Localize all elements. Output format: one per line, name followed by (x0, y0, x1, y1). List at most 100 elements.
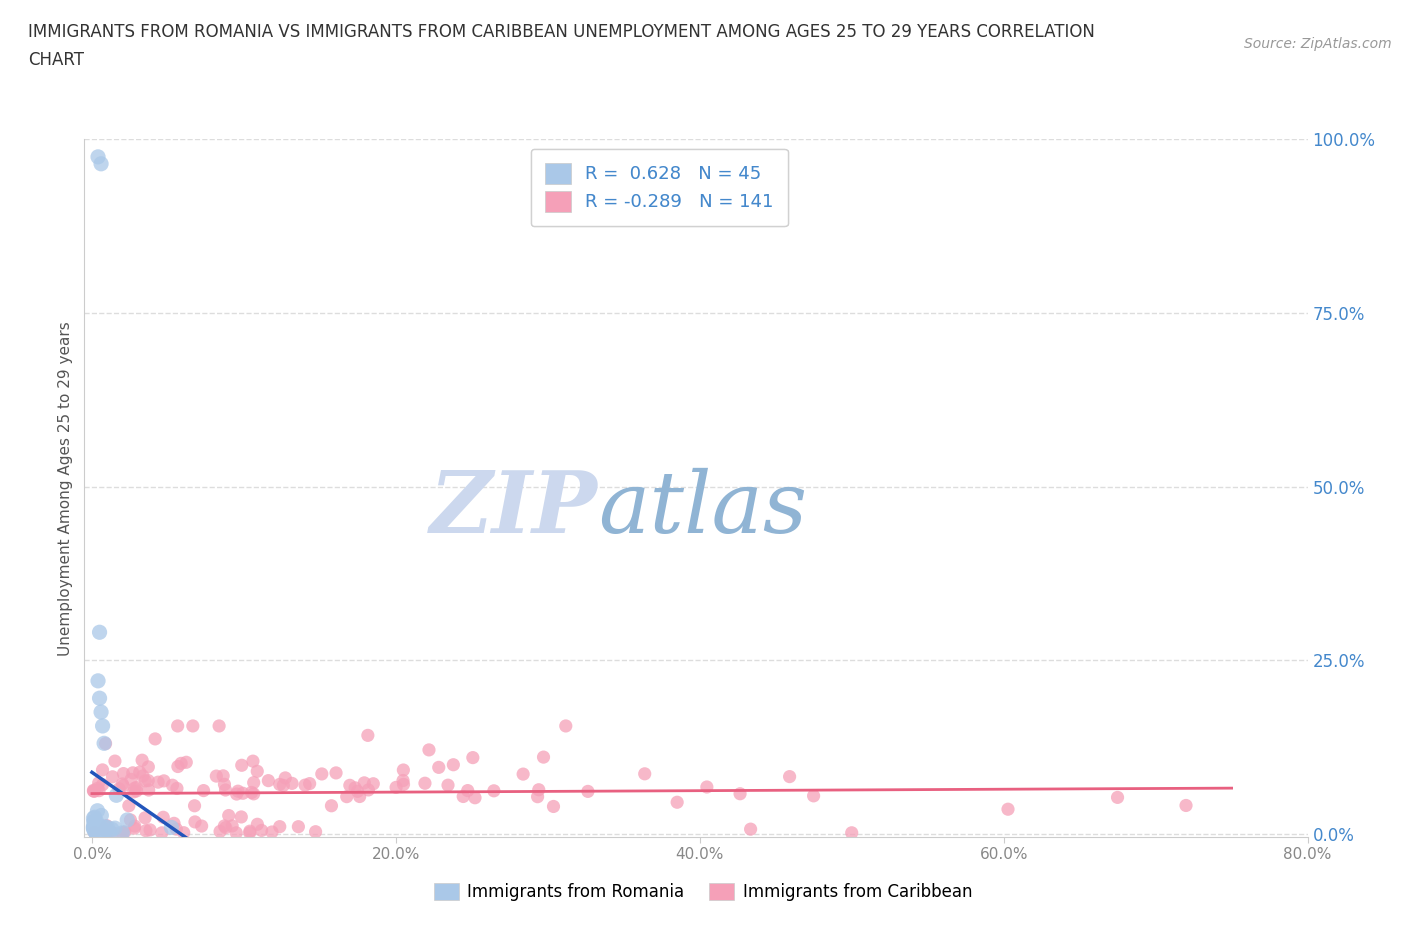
Text: Source: ZipAtlas.com: Source: ZipAtlas.com (1244, 37, 1392, 51)
Point (209, 824, 232, 839)
Point (163, 816, 186, 830)
Point (87, 783, 110, 798)
Point (174, 755, 197, 770)
Point (101, 822, 124, 837)
Point (339, 777, 361, 792)
Point (427, 760, 450, 775)
Point (84, 826, 107, 841)
Point (418, 742, 440, 757)
Point (441, 757, 464, 772)
Point (94, 737, 117, 751)
Point (257, 773, 280, 788)
Point (83, 810, 105, 825)
Point (225, 826, 247, 841)
Point (152, 810, 174, 825)
Point (87, 826, 110, 841)
Point (87, 673, 110, 688)
Point (294, 777, 316, 792)
Point (150, 826, 173, 841)
Point (134, 774, 156, 789)
Legend: Immigrants from Romania, Immigrants from Caribbean: Immigrants from Romania, Immigrants from… (427, 876, 979, 908)
Point (214, 777, 236, 791)
Point (184, 815, 207, 830)
Point (124, 781, 146, 796)
Text: atlas: atlas (598, 468, 807, 551)
Point (212, 768, 235, 783)
Y-axis label: Unemployment Among Ages 25 to 29 years: Unemployment Among Ages 25 to 29 years (58, 321, 73, 656)
Point (82, 783, 104, 798)
Point (83, 824, 105, 839)
Point (1175, 798, 1198, 813)
Point (242, 787, 264, 802)
Point (269, 777, 291, 791)
Point (214, 782, 236, 797)
Point (287, 819, 309, 834)
Point (121, 765, 143, 780)
Point (239, 825, 262, 840)
Point (214, 818, 236, 833)
Point (90, 825, 112, 840)
Point (135, 823, 157, 838)
Point (125, 780, 148, 795)
Point (392, 777, 415, 791)
Point (208, 719, 231, 734)
Point (108, 781, 131, 796)
Point (139, 822, 162, 837)
Point (120, 813, 142, 828)
Point (87, 150, 110, 165)
Point (134, 810, 156, 825)
Point (183, 798, 205, 813)
Point (779, 769, 801, 784)
Point (86, 826, 108, 841)
Point (131, 752, 153, 767)
Point (997, 802, 1019, 817)
Point (357, 782, 380, 797)
Point (666, 795, 689, 810)
Point (246, 817, 269, 831)
Point (451, 789, 474, 804)
Point (231, 758, 253, 773)
Text: CHART: CHART (28, 51, 84, 69)
Point (82, 821, 104, 836)
Point (221, 818, 243, 833)
Point (90, 820, 112, 835)
Point (226, 784, 249, 799)
Point (96, 825, 118, 840)
Point (90, 808, 112, 823)
Point (82, 784, 104, 799)
Point (181, 719, 204, 734)
Point (90, 156, 112, 171)
Point (240, 785, 263, 800)
Point (576, 784, 599, 799)
Point (160, 820, 183, 835)
Point (464, 790, 486, 805)
Point (82, 811, 104, 826)
Point (104, 820, 127, 835)
Point (242, 753, 264, 768)
Point (91, 763, 114, 777)
Point (193, 783, 215, 798)
Point (242, 776, 264, 790)
Point (93, 736, 115, 751)
Point (115, 813, 138, 828)
Point (93, 825, 115, 840)
Point (83, 814, 105, 829)
Point (336, 790, 359, 804)
Point (89, 818, 111, 833)
Point (740, 822, 762, 837)
Point (82, 819, 104, 834)
Point (143, 732, 166, 747)
Point (84, 816, 107, 830)
Point (392, 763, 415, 777)
Point (86, 804, 108, 818)
Point (83, 825, 105, 840)
Point (190, 818, 212, 833)
Point (86, 825, 108, 840)
Point (89, 625, 111, 640)
Point (96, 818, 118, 833)
Point (114, 825, 136, 840)
Point (533, 750, 555, 764)
Point (250, 823, 273, 838)
Point (104, 753, 127, 768)
Point (82, 820, 104, 835)
